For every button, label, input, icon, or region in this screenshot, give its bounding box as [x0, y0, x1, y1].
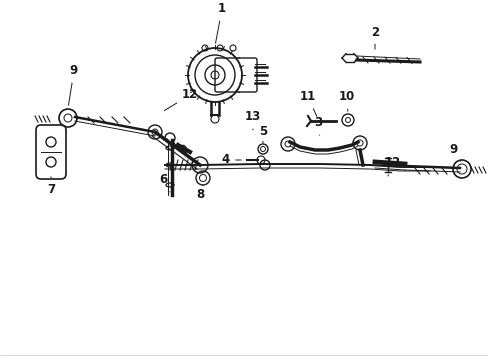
Text: 9: 9: [68, 64, 78, 105]
Text: 10: 10: [338, 90, 354, 111]
Text: 5: 5: [258, 126, 266, 143]
Text: 2: 2: [370, 26, 378, 49]
Text: 8: 8: [196, 185, 203, 202]
Text: 6: 6: [159, 174, 170, 192]
Text: 9: 9: [448, 144, 460, 162]
Text: 12: 12: [384, 157, 400, 176]
Text: 3: 3: [313, 117, 322, 135]
Text: 13: 13: [244, 111, 261, 130]
Text: 4: 4: [222, 153, 241, 166]
Text: 12: 12: [164, 89, 198, 111]
Text: 11: 11: [299, 90, 316, 117]
Text: 1: 1: [215, 3, 225, 43]
Text: 7: 7: [47, 177, 55, 197]
